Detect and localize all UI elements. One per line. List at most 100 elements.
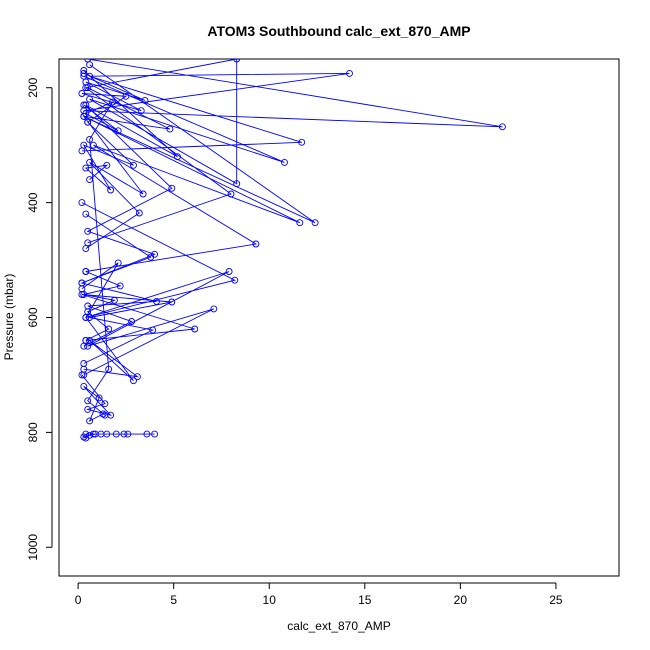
data-point <box>141 96 149 104</box>
data-point <box>298 138 306 146</box>
data-point <box>86 417 94 425</box>
data-layer <box>78 59 506 442</box>
data-point <box>252 240 260 248</box>
series-line-11 <box>83 101 119 416</box>
series-line-6 <box>81 70 178 284</box>
data-point <box>80 69 88 77</box>
series-line-2 <box>83 64 316 272</box>
data-point <box>114 127 122 135</box>
data-point <box>116 282 124 290</box>
data-point <box>80 101 88 109</box>
data-point <box>78 90 86 97</box>
data-point <box>130 377 137 385</box>
data-point <box>311 219 319 227</box>
data-point <box>130 161 137 169</box>
data-point <box>110 296 118 304</box>
x-tick-label: 10 <box>263 593 277 607</box>
data-point <box>101 400 109 408</box>
series-line-8 <box>80 213 157 347</box>
y-tick-label: 1000 <box>26 534 40 561</box>
data-point <box>149 326 157 334</box>
data-point <box>82 434 90 442</box>
y-axis-label: Pressure (mbar) <box>2 274 16 361</box>
data-point <box>225 268 233 275</box>
data-point <box>84 405 92 413</box>
plot-area <box>58 58 620 577</box>
x-tick-label: 25 <box>549 593 563 607</box>
data-point <box>84 397 92 405</box>
data-point <box>227 190 235 198</box>
data-point <box>133 373 141 381</box>
data-point <box>166 125 174 133</box>
data-point <box>82 210 90 218</box>
data-point <box>120 430 128 438</box>
series-line-14 <box>81 72 146 123</box>
data-point <box>103 430 111 438</box>
series-line-1 <box>81 59 503 152</box>
series-line-0 <box>82 433 155 439</box>
data-point <box>82 337 90 344</box>
data-point <box>143 430 151 438</box>
data-point <box>78 199 86 207</box>
data-point <box>82 245 90 253</box>
series-line-4 <box>81 202 237 376</box>
y-tick-label: 600 <box>26 307 40 327</box>
data-point <box>281 158 288 166</box>
data-point <box>124 430 132 438</box>
data-point <box>139 190 147 198</box>
data-point <box>107 411 115 419</box>
data-point <box>86 135 94 143</box>
y-axis: 200 400 600 800 1000 <box>26 77 53 561</box>
y-tick-label: 200 <box>26 77 40 97</box>
data-point <box>82 78 90 86</box>
data-point <box>105 325 113 333</box>
data-point <box>107 186 115 194</box>
data-point <box>296 219 304 227</box>
data-point <box>174 153 181 161</box>
x-tick-label: 15 <box>358 593 372 607</box>
data-point <box>128 318 136 325</box>
data-point <box>84 227 92 235</box>
series-line-13 <box>83 271 122 341</box>
data-point <box>82 110 90 118</box>
data-point <box>105 365 113 373</box>
data-point <box>498 123 506 131</box>
x-tick-label: 20 <box>454 593 468 607</box>
data-point <box>82 101 90 109</box>
data-point <box>86 158 94 166</box>
data-point <box>114 259 122 267</box>
data-point <box>82 268 90 275</box>
data-point <box>151 430 159 438</box>
data-point <box>210 305 218 313</box>
data-point <box>84 308 92 316</box>
data-point <box>86 61 94 69</box>
data-point <box>89 430 97 438</box>
data-point <box>153 297 160 305</box>
data-point <box>346 69 353 77</box>
data-point <box>80 291 88 298</box>
data-point <box>95 394 103 402</box>
data-point <box>233 59 241 63</box>
series-line-5 <box>81 294 195 364</box>
data-point <box>135 209 143 217</box>
data-point <box>168 184 176 192</box>
data-point <box>99 410 107 418</box>
x-axis-label: calc_ext_870_AMP <box>287 619 390 633</box>
data-point <box>82 164 90 172</box>
data-point <box>80 382 88 390</box>
data-point <box>84 118 92 126</box>
data-point <box>112 430 120 438</box>
y-tick-label: 800 <box>26 422 40 442</box>
x-tick-label: 5 <box>170 593 177 607</box>
series-line-9 <box>81 262 140 382</box>
series-line-10 <box>82 121 134 191</box>
data-point <box>231 276 239 284</box>
data-point <box>122 92 130 100</box>
data-point <box>191 325 199 333</box>
data-point <box>147 253 155 261</box>
series-line-7 <box>82 87 171 249</box>
y-tick-label: 400 <box>26 192 40 212</box>
data-point <box>78 371 86 379</box>
data-point <box>103 161 111 169</box>
